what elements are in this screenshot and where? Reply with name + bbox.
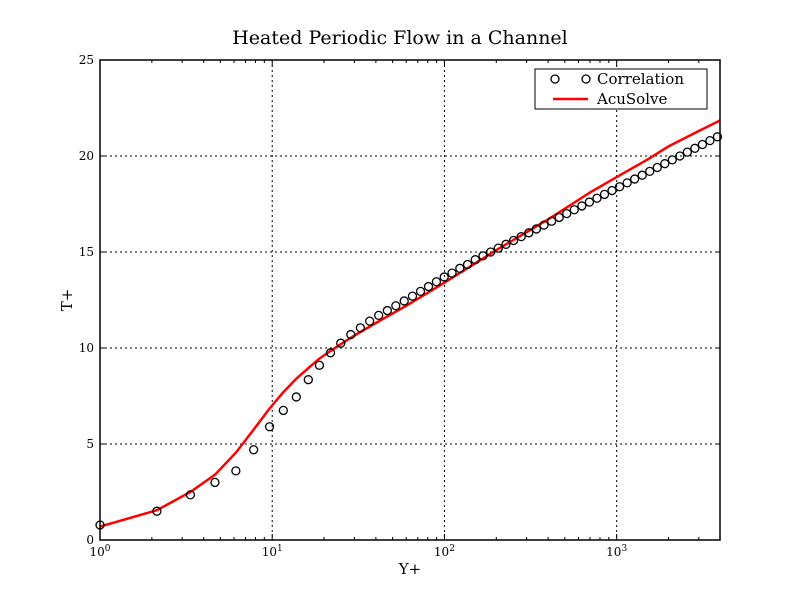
correlation-marker: [554, 212, 564, 223]
x-axis-ticks: 100 101 102 103: [89, 60, 627, 559]
correlation-marker: [374, 310, 384, 321]
legend: Correlation AcuSolve: [534, 68, 708, 110]
correlation-marker: [423, 281, 434, 292]
correlation-marker: [645, 166, 655, 177]
y-tick-label: 10: [79, 341, 94, 355]
legend-marker-icon: [581, 74, 591, 84]
correlation-marker: [447, 268, 457, 278]
correlation-marker: [185, 490, 196, 500]
correlation-marker: [622, 178, 632, 188]
correlation-marker: [524, 228, 534, 238]
correlation-marker: [516, 231, 526, 242]
correlation-marker: [690, 143, 700, 153]
correlation-marker: [382, 305, 392, 316]
correlation-marker: [712, 132, 723, 142]
correlation-marker: [531, 224, 542, 234]
correlation-marker: [462, 259, 473, 270]
correlation-marker: [231, 466, 241, 476]
correlation-marker: [210, 477, 220, 488]
correlation-marker: [675, 151, 685, 161]
correlation-marker: [562, 208, 572, 219]
legend-label-acusolve: AcuSolve: [596, 90, 667, 108]
correlation-marker: [365, 316, 375, 326]
x-tick-label: 101: [262, 544, 283, 559]
correlation-marker: [355, 323, 366, 333]
y-axis-ticks: 0 5 10 15 20 25: [79, 53, 720, 547]
correlation-marker: [470, 255, 480, 265]
correlation-marker: [431, 277, 442, 287]
series-acusolve-line: [99, 119, 721, 528]
correlation-marker: [391, 301, 401, 311]
correlation-marker: [439, 272, 449, 282]
correlation-marker: [705, 135, 715, 146]
y-tick-label: 0: [86, 533, 94, 547]
correlation-marker: [325, 348, 336, 358]
correlation-marker: [493, 243, 503, 253]
correlation-marker: [303, 375, 313, 385]
correlation-marker: [314, 360, 325, 370]
series-correlation-markers: [95, 132, 723, 530]
plot-frame: [99, 59, 721, 541]
correlation-marker: [630, 174, 640, 184]
grid-lines: [100, 60, 720, 540]
correlation-marker: [667, 155, 677, 165]
correlation-marker: [607, 185, 617, 196]
correlation-marker: [455, 263, 465, 273]
correlation-marker: [539, 220, 549, 230]
correlation-marker: [501, 239, 511, 249]
correlation-marker: [415, 286, 426, 297]
correlation-marker: [697, 139, 708, 150]
legend-box: [534, 68, 708, 110]
y-axis-label: T+: [58, 289, 76, 312]
legend-marker-icon: [550, 74, 560, 84]
y-tick-label: 25: [79, 53, 94, 67]
correlation-marker: [399, 296, 409, 306]
correlation-marker: [336, 338, 346, 348]
x-tick-label: 103: [606, 544, 627, 559]
correlation-marker: [592, 193, 602, 203]
correlation-marker: [584, 197, 595, 207]
x-axis-label: Y+: [398, 560, 421, 578]
correlation-marker: [569, 205, 579, 215]
acusolve-line: [99, 119, 721, 528]
x-tick-label: 102: [434, 544, 455, 559]
correlation-marker: [660, 159, 670, 169]
y-tick-label: 20: [79, 149, 94, 163]
correlation-marker: [652, 162, 662, 173]
correlation-marker: [346, 329, 356, 340]
correlation-marker: [577, 201, 587, 211]
correlation-marker: [291, 392, 301, 402]
correlation-marker: [264, 422, 275, 432]
correlation-marker: [546, 216, 557, 226]
y-tick-label: 15: [79, 245, 94, 259]
correlation-marker: [486, 247, 496, 257]
correlation-marker: [152, 506, 162, 516]
correlation-marker: [248, 445, 259, 455]
correlation-marker: [682, 147, 693, 157]
correlation-marker: [637, 170, 647, 180]
x-tick-label: 100: [89, 544, 110, 559]
correlation-marker: [614, 182, 625, 192]
correlation-marker: [508, 235, 519, 246]
legend-label-correlation: Correlation: [597, 70, 684, 88]
correlation-marker: [599, 189, 610, 200]
correlation-marker: [478, 251, 488, 261]
chart-title: Heated Periodic Flow in a Channel: [232, 27, 568, 49]
correlation-marker: [278, 405, 288, 416]
correlation-marker: [407, 291, 418, 301]
y-tick-label: 5: [86, 437, 94, 451]
